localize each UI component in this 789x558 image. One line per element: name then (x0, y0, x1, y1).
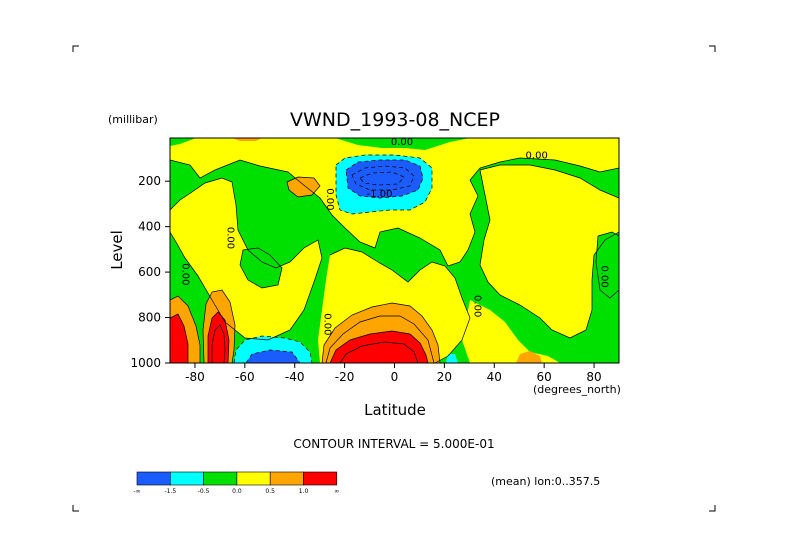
contour-lines (170, 154, 619, 363)
colorbar: -∞ -1.5 -0.5 0.0 0.5 1.0 ∞ (133, 471, 339, 495)
contour-fill-orange-right (516, 351, 542, 363)
y-units-label: (millibar) (108, 113, 158, 126)
x-units-label: (degrees_north) (533, 383, 621, 396)
contour-fill-cyan-small (446, 354, 458, 363)
y-tick-label: 200 (138, 174, 161, 188)
colorbar-label: 0.5 (265, 488, 275, 495)
contour-label: 0.00 (224, 227, 235, 249)
colorbar-label: 0.0 (232, 488, 242, 495)
contour-fill-red-jet (208, 312, 229, 363)
x-tick-label: -80 (185, 370, 205, 384)
crop-marks (72, 45, 716, 512)
colorbar-label: -∞ (133, 488, 140, 495)
contour-fill-green-patch-3 (170, 138, 196, 146)
mean-label: (mean) lon:0..357.5 (491, 475, 600, 488)
colorbar-swatch (203, 471, 238, 486)
x-tick-label: 60 (537, 370, 552, 384)
contour-fill-blue-lower (246, 350, 300, 363)
contour-label: 0.00 (179, 263, 190, 285)
contour-label: 0.00 (526, 150, 548, 161)
colorbar-swatch (269, 471, 304, 486)
contour-label: -1.00 (367, 189, 393, 200)
contour-fill-orange-top (232, 138, 262, 141)
y-tick-label: 400 (138, 220, 161, 234)
x-tick-label: 20 (437, 370, 452, 384)
y-axis-label: Level (108, 230, 126, 270)
contour-fill-blue-upper (346, 160, 423, 198)
colorbar-label: -0.5 (198, 488, 210, 495)
contour-fill-yellow-right (480, 165, 619, 338)
colorbar-label: -1.5 (164, 488, 176, 495)
colorbar-swatch (303, 471, 338, 486)
contour-label: 0.00 (322, 313, 333, 335)
x-axis: -80 -60 -40 -20 0 20 40 60 80 (185, 363, 602, 384)
contour-fill-red-sw (170, 314, 188, 363)
x-axis-label: Latitude (364, 401, 426, 419)
y-tick-label: 600 (138, 265, 161, 279)
contour-label: 0.00 (324, 188, 335, 210)
x-tick-label: -20 (335, 370, 355, 384)
contour-fill-orange-blob (287, 177, 320, 197)
contour-fill-yellow-lowright (462, 300, 560, 363)
colorbar-swatch (136, 471, 171, 486)
contour-fill-green-patch-1 (240, 248, 282, 288)
chart-title: VWND_1993-08_NCEP (290, 109, 500, 131)
contour-labels: 0.00 -1.00 0.00 0.00 0.00 0.00 0.00 0.00 0.00 (179, 137, 609, 336)
colorbar-label: 1.0 (299, 488, 309, 495)
y-tick-label: 1000 (130, 356, 161, 370)
y-tick-label: 800 (138, 311, 161, 325)
colorbar-label: ∞ (334, 488, 339, 495)
contour-label: 0.00 (599, 266, 610, 288)
plot-area (170, 138, 619, 363)
colorbar-swatch (236, 471, 271, 486)
contour-interval-text: CONTOUR INTERVAL = 5.000E-01 (293, 437, 494, 451)
x-tick-label: 0 (391, 370, 399, 384)
contour-label: 0.00 (471, 295, 482, 317)
colorbar-swatch (170, 471, 204, 486)
contour-fill-green-patch-2 (596, 232, 619, 298)
contour-label: 0.00 (391, 137, 413, 148)
x-tick-label: -40 (285, 370, 305, 384)
x-tick-label: 40 (487, 370, 502, 384)
x-tick-label: -60 (235, 370, 255, 384)
y-axis: 200 400 600 800 1000 (130, 174, 170, 370)
x-tick-label: 80 (586, 370, 601, 384)
